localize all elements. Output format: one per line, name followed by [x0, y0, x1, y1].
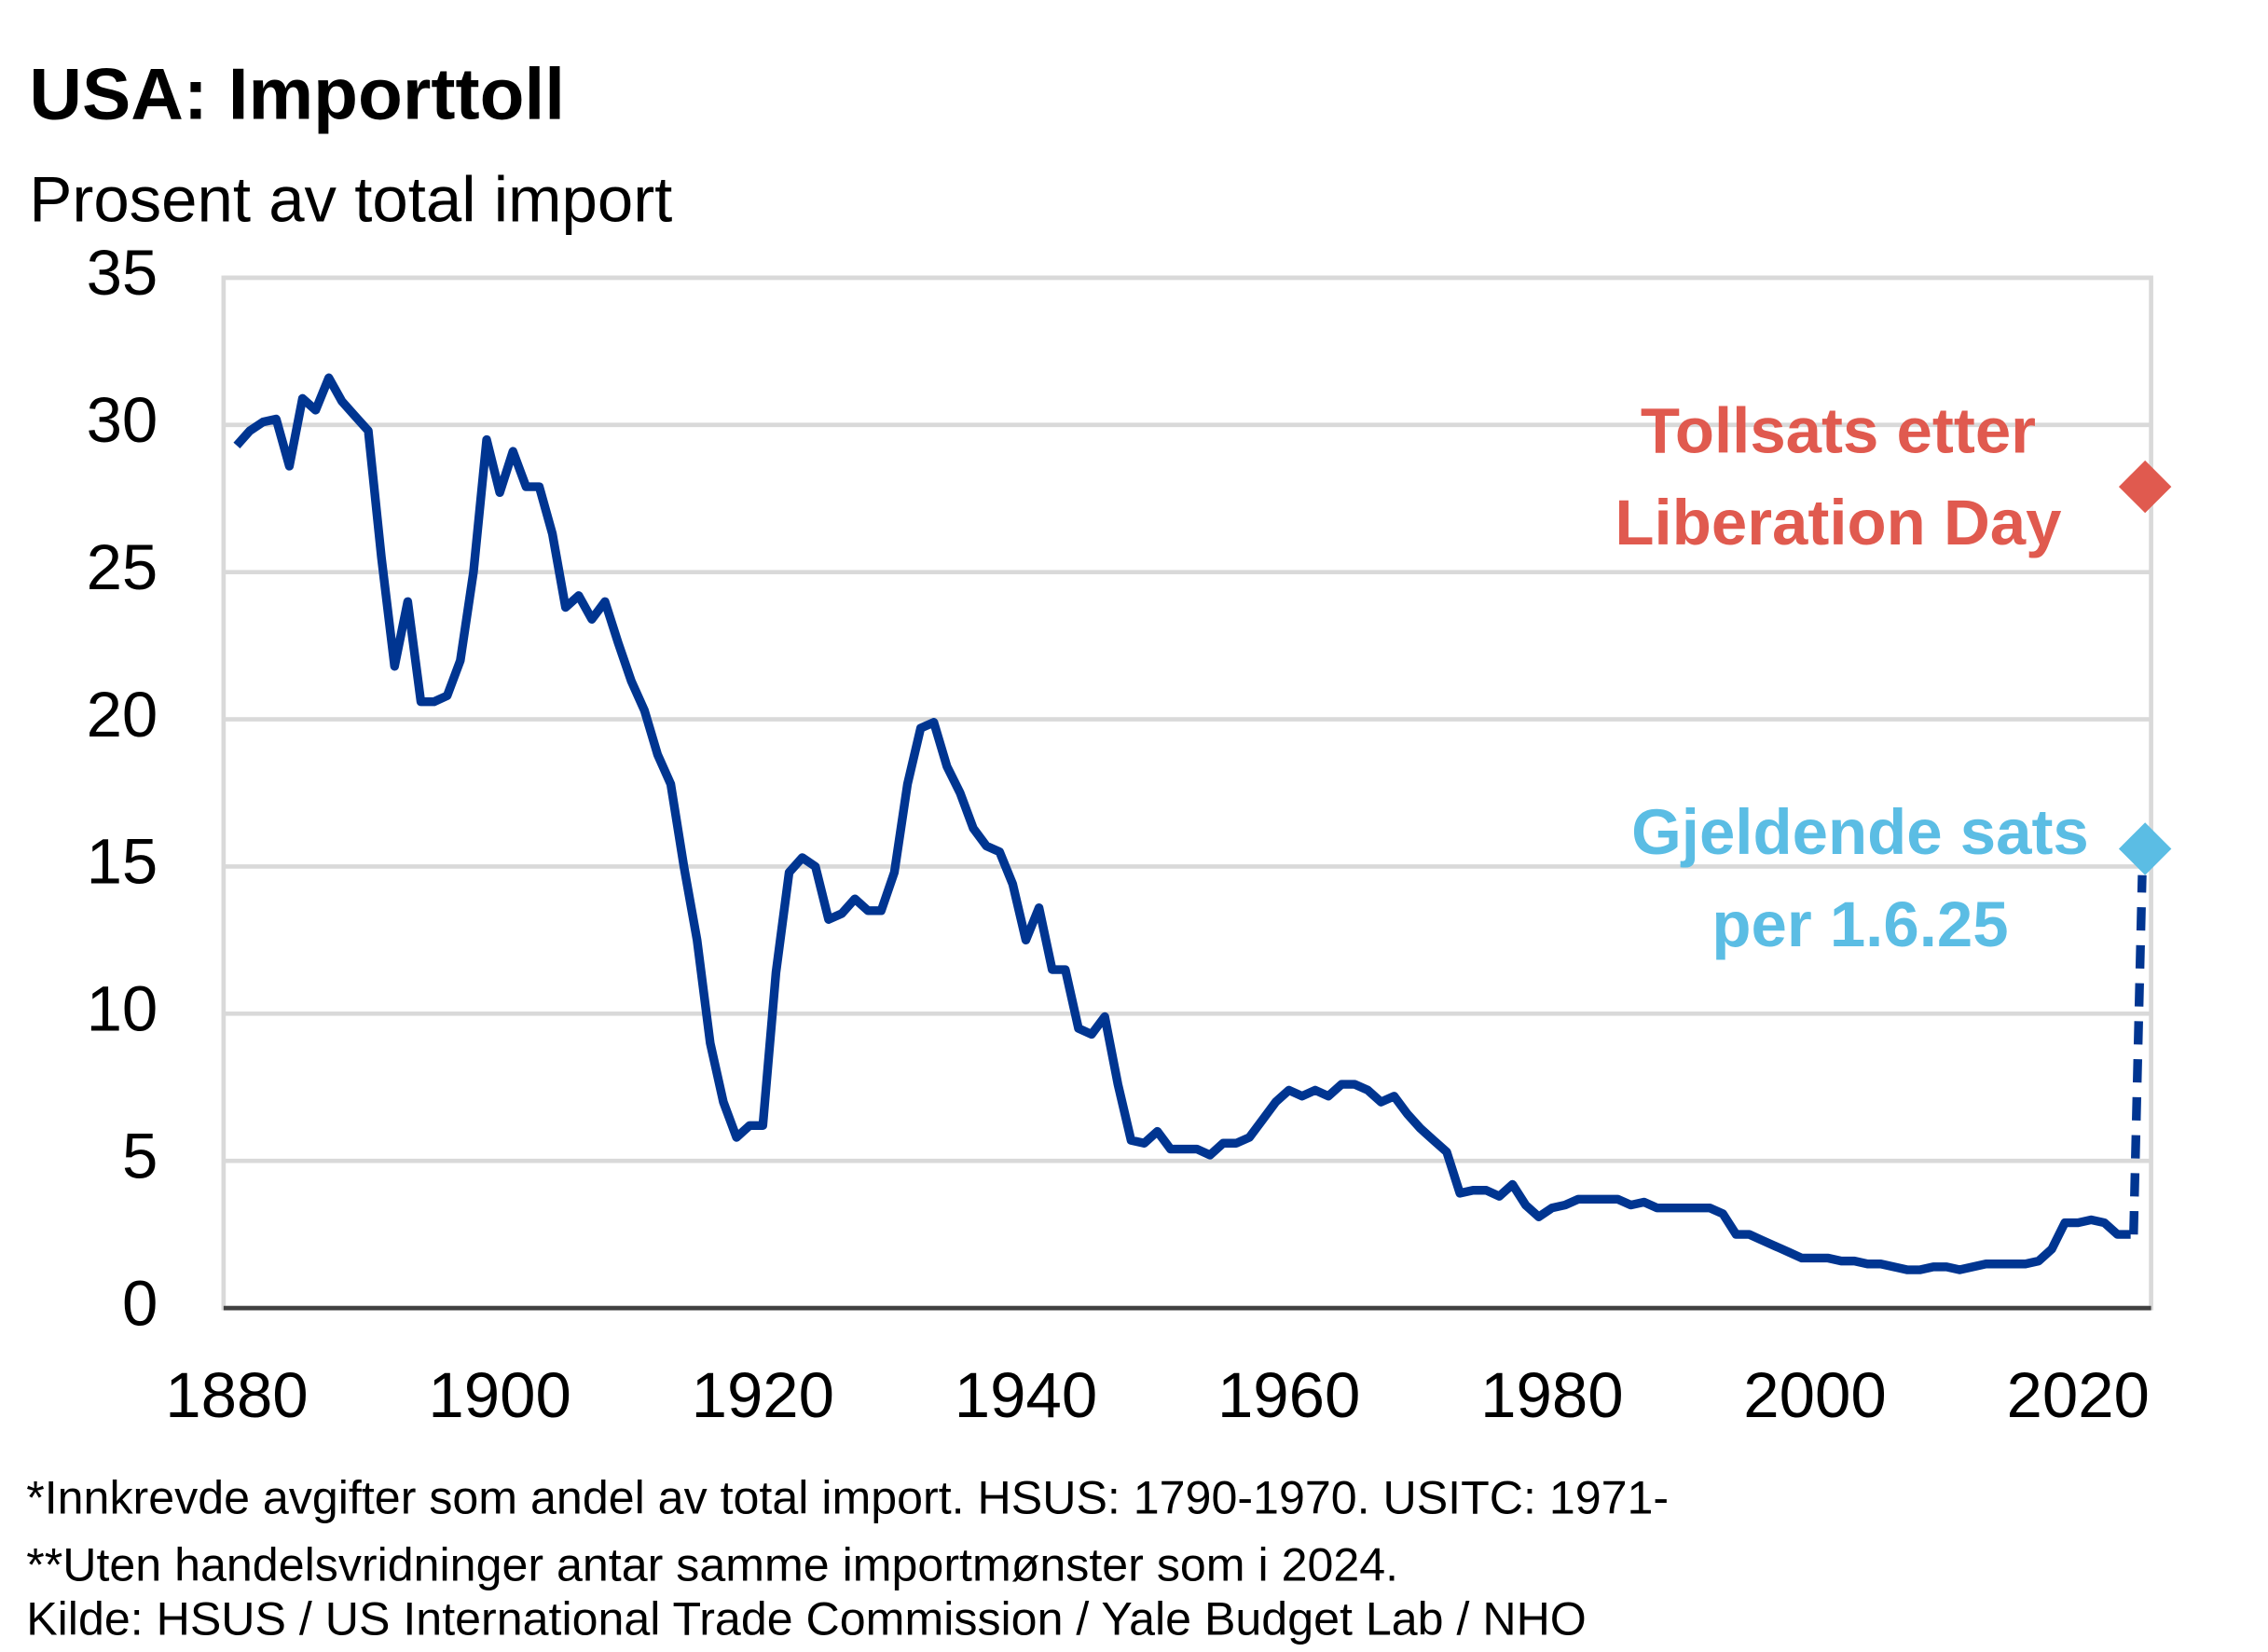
x-tick-label: 1980 [1480, 1359, 1623, 1431]
y-tick-label: 15 [87, 826, 158, 898]
x-tick-label: 1880 [165, 1359, 308, 1431]
footnote: Kilde: HSUS / US International Trade Com… [26, 1592, 1587, 1645]
x-tick-label: 1920 [692, 1359, 834, 1431]
y-tick-label: 10 [87, 973, 158, 1045]
x-tick-label: 2000 [1743, 1359, 1886, 1431]
marker-label: Tollsats etter [1641, 394, 2036, 466]
marker [2118, 460, 2172, 514]
x-tick-label: 1940 [955, 1359, 1097, 1431]
x-tick-label: 1960 [1217, 1359, 1360, 1431]
y-tick-label: 0 [122, 1267, 158, 1339]
y-tick-label: 25 [87, 531, 158, 603]
y-tick-label: 5 [122, 1120, 158, 1191]
chart-subtitle: Prosent av total import [29, 164, 672, 236]
y-tick-label: 20 [87, 679, 158, 750]
footnote: *Innkrevde avgifter som andel av total i… [26, 1471, 1669, 1523]
marker-label: Liberation Day [1615, 487, 2061, 558]
footnote: **Uten handelsvridninger antar samme imp… [26, 1538, 1398, 1590]
chart-title: USA: Importtoll [29, 52, 565, 134]
marker-label: per 1.6.25 [1711, 888, 2008, 960]
x-tick-label: 1900 [428, 1359, 570, 1431]
data-line [233, 373, 2131, 1274]
y-tick-label: 30 [87, 384, 158, 456]
x-tick-label: 2020 [2006, 1359, 2149, 1431]
y-tick-label: 35 [87, 237, 158, 309]
connector [2129, 874, 2147, 1235]
marker-label: Gjeldende sats [1631, 796, 2089, 868]
